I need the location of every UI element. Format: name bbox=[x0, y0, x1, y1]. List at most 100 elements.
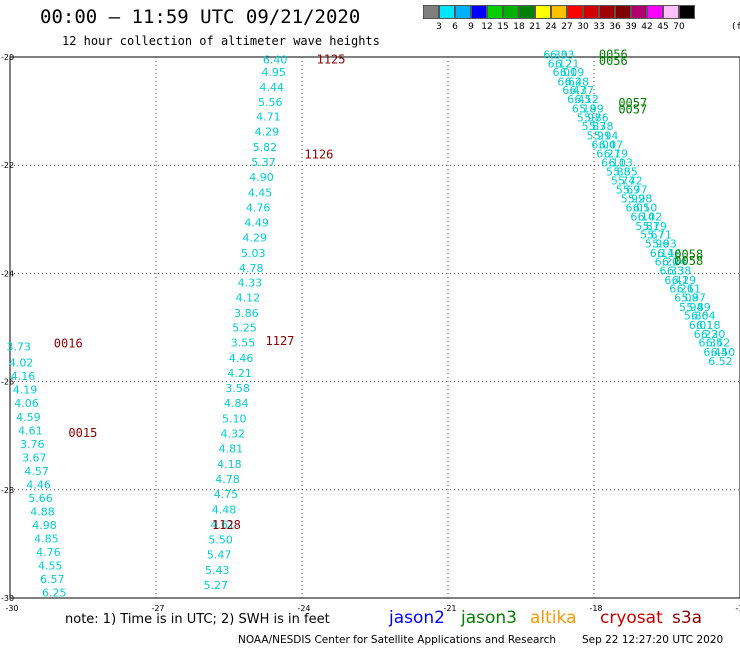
colorbar-tick-label: 33 bbox=[593, 22, 605, 32]
colorbar-tick-label: 27 bbox=[561, 22, 573, 32]
swh-value-label: 6.09 bbox=[560, 66, 585, 79]
pass-time-label: 1128 bbox=[212, 518, 241, 532]
swh-value-label: 4.78 bbox=[215, 473, 240, 486]
colorbar-swatch bbox=[615, 5, 631, 19]
pass-time-label: 0056 bbox=[599, 54, 628, 68]
swh-value-label: 6.22 bbox=[694, 328, 719, 341]
colorbar-tick-label: 18 bbox=[513, 22, 525, 32]
swh-value-label: 5.77 bbox=[623, 184, 648, 197]
swh-value-label: 5.91 bbox=[587, 129, 612, 142]
colorbar-swatch bbox=[679, 5, 695, 19]
swh-value-label: 5.96 bbox=[645, 238, 670, 251]
colorbar-swatch bbox=[583, 5, 599, 19]
x-tick-label: -15 bbox=[735, 604, 740, 613]
swh-value-label: 5.69 bbox=[616, 184, 641, 197]
x-tick-label: -18 bbox=[589, 604, 602, 613]
swh-value-label: 4.02 bbox=[9, 357, 34, 370]
mission-label-jason2: jason2 bbox=[389, 608, 445, 628]
swh-value-label: 5.43 bbox=[205, 564, 230, 577]
pass-time-label: 0057 bbox=[618, 102, 647, 116]
swh-value-label: 5.71 bbox=[647, 228, 672, 241]
colorbar-tick-label: 45 bbox=[657, 22, 669, 32]
swh-value-label: 4.76 bbox=[36, 546, 61, 559]
y-tick-label: -30 bbox=[1, 594, 14, 603]
swh-value-label: 6.45 bbox=[567, 93, 592, 106]
swh-value-label: 5.88 bbox=[606, 166, 631, 179]
mission-label-s3a: s3a bbox=[672, 608, 703, 628]
colorbar-swatch bbox=[471, 5, 487, 19]
swh-value-label: 6.37 bbox=[570, 84, 595, 97]
colorbar-tick-label: 9 bbox=[468, 22, 474, 32]
swh-value-label: 6.30 bbox=[701, 328, 726, 341]
swh-value-label: 6.10 bbox=[633, 201, 658, 214]
swh-value-label: 4.33 bbox=[238, 277, 263, 290]
swh-value-label: 4.29 bbox=[255, 126, 280, 139]
y-tick-label: -28 bbox=[1, 486, 14, 495]
swh-value-label: 6.11 bbox=[677, 283, 702, 296]
swh-value-label: 6.29 bbox=[672, 274, 697, 287]
colorbar-swatch bbox=[647, 5, 663, 19]
swh-value-label: 5.94 bbox=[679, 301, 704, 314]
mission-label-jason3: jason3 bbox=[461, 608, 517, 628]
swh-value-label: 4.06 bbox=[14, 397, 39, 410]
colorbar-tick-label: 42 bbox=[641, 22, 653, 32]
swh-value-label: 6.57 bbox=[40, 573, 65, 586]
swh-value-label: 6.01 bbox=[552, 66, 577, 79]
swh-value-label: 4.85 bbox=[34, 532, 59, 545]
swh-value-label: 5.93 bbox=[652, 238, 677, 251]
colorbar-swatch bbox=[455, 5, 471, 19]
colorbar-swatch bbox=[599, 5, 615, 19]
colorbar-swatch bbox=[631, 5, 647, 19]
y-tick-label: -24 bbox=[1, 269, 14, 278]
swh-value-label: 6.26 bbox=[669, 283, 694, 296]
swh-value-label: 4.76 bbox=[246, 201, 271, 214]
swh-value-label: 6.20 bbox=[655, 255, 680, 268]
swh-value-label: 6.62 bbox=[557, 75, 582, 88]
swh-value-label: 5.37 bbox=[251, 156, 276, 169]
x-tick-label: -24 bbox=[297, 604, 310, 613]
swh-value-label: 6.14 bbox=[650, 247, 675, 260]
swh-value-label: 4.75 bbox=[214, 488, 239, 501]
swh-value-label: 4.95 bbox=[261, 66, 286, 79]
swh-value-label: 3.86 bbox=[234, 307, 259, 320]
colorbar-tick-label: 21 bbox=[529, 22, 541, 32]
colorbar-tick-label: 30 bbox=[577, 22, 589, 32]
colorbar-tick-label: 70 bbox=[673, 22, 685, 32]
swh-value-label: 5.92 bbox=[621, 193, 646, 206]
colorbar-tick-label: 15 bbox=[497, 22, 509, 32]
swh-value-label: 6.30 bbox=[543, 48, 568, 61]
swh-value-label: 4.90 bbox=[249, 171, 274, 184]
colorbar-tick-label: 6 bbox=[452, 22, 458, 32]
swh-value-label: 5.85 bbox=[613, 166, 638, 179]
track-layer: 3.734.024.164.194.064.594.613.763.674.57… bbox=[6, 48, 735, 599]
swh-value-label: 6.42 bbox=[706, 337, 731, 350]
swh-value-label: 5.86 bbox=[584, 112, 609, 125]
swh-value-label: 6.40 bbox=[263, 54, 288, 67]
swh-value-label: 6.33 bbox=[550, 48, 575, 61]
colorbar-swatch bbox=[551, 5, 567, 19]
mission-label-altika: altika bbox=[530, 608, 577, 628]
swh-value-label: 5.82 bbox=[253, 141, 278, 154]
y-tick-label: -20 bbox=[1, 53, 14, 62]
swh-value-label: 6.05 bbox=[625, 201, 650, 214]
swh-value-label: 5.83 bbox=[582, 120, 607, 133]
plot-frame bbox=[9, 56, 740, 599]
swh-value-label: 4.16 bbox=[11, 370, 36, 383]
x-tick-label: -30 bbox=[5, 604, 18, 613]
credit-text: NOAA/NESDIS Center for Satellite Applica… bbox=[238, 634, 556, 646]
swh-value-label: 5.67 bbox=[640, 228, 665, 241]
swh-value-label: 6.12 bbox=[574, 93, 599, 106]
swh-value-label: 4.18 bbox=[217, 458, 242, 471]
colorbar-tick-label: 36 bbox=[609, 22, 621, 32]
swh-value-label: 3.76 bbox=[20, 438, 45, 451]
swh-value-label: 6.12 bbox=[548, 57, 573, 70]
swh-value-label: 6.08 bbox=[674, 292, 699, 305]
swh-value-label: 6.44 bbox=[703, 346, 728, 359]
swh-value-label: 4.49 bbox=[244, 217, 269, 230]
swh-value-label: 4.32 bbox=[221, 428, 246, 441]
swh-value-label: 5.25 bbox=[232, 322, 257, 335]
swh-value-label: 5.81 bbox=[635, 220, 660, 233]
swh-value-label: 5.86 bbox=[684, 310, 709, 323]
pass-time-label: 0016 bbox=[54, 337, 83, 351]
